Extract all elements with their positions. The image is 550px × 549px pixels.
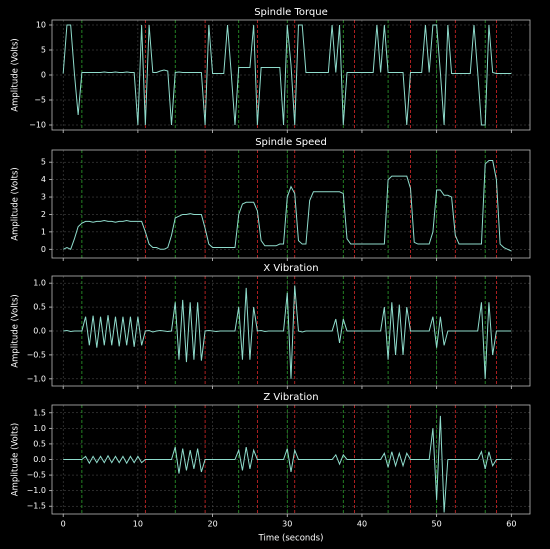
signal-line xyxy=(62,159,512,252)
axes-frame xyxy=(51,404,531,515)
panel-title: Spindle Speed xyxy=(255,137,327,148)
y-tick-label: 3 xyxy=(41,193,46,202)
x-axis-label: Time (seconds) xyxy=(258,534,324,544)
y-tick-label: 2 xyxy=(41,210,46,219)
y-tick-label: −1.0 xyxy=(27,486,46,495)
x-tick-label: 60 xyxy=(506,520,516,529)
y-tick-label: −1.0 xyxy=(27,374,46,383)
y-axis-label: Amplitude (Volts) xyxy=(11,294,21,367)
signal-line xyxy=(63,285,512,379)
x-tick-label: 20 xyxy=(207,520,217,529)
y-tick-label: 0.5 xyxy=(33,303,46,312)
axes-frame xyxy=(51,275,531,387)
y-tick-label: −0.5 xyxy=(27,471,46,480)
y-tick-label: 4 xyxy=(41,175,46,184)
y-tick-label: 0 xyxy=(41,245,46,254)
y-tick-label: −0.5 xyxy=(27,350,46,359)
x-tick-label: 0 xyxy=(61,520,66,529)
y-tick-label: 1 xyxy=(41,227,46,236)
y-tick-label: 10 xyxy=(36,21,46,30)
x-tick-label: 10 xyxy=(133,520,143,529)
y-axis-label: Amplitude (Volts) xyxy=(11,423,21,496)
panel-title: Z Vibration xyxy=(263,392,318,403)
y-tick-label: 5 xyxy=(41,158,46,167)
y-tick-label: −5 xyxy=(34,96,46,105)
panel-title: X Vibration xyxy=(263,263,318,274)
x-tick-label: 40 xyxy=(357,520,367,529)
y-tick-label: −10 xyxy=(29,121,46,130)
y-tick-label: −1.5 xyxy=(27,502,46,511)
y-tick-label: 0.5 xyxy=(33,439,46,448)
y-tick-label: 1.0 xyxy=(33,424,46,433)
x-tick-label: 50 xyxy=(432,520,442,529)
y-tick-label: 0.0 xyxy=(33,327,46,336)
axes-frame xyxy=(51,19,531,131)
y-tick-label: 0 xyxy=(41,71,46,80)
axes-frame xyxy=(51,149,531,259)
y-tick-label: 1.5 xyxy=(33,408,46,417)
x-tick-label: 30 xyxy=(282,520,292,529)
signal-line xyxy=(62,24,512,126)
y-tick-label: 0.0 xyxy=(33,455,46,464)
signal-line xyxy=(63,415,512,513)
y-axis-label: Amplitude (Volts) xyxy=(11,167,21,240)
panel-title: Spindle Torque xyxy=(254,7,328,18)
y-tick-label: 1.0 xyxy=(33,279,46,288)
y-tick-label: 5 xyxy=(41,46,46,55)
y-axis-label: Amplitude (Volts) xyxy=(11,38,21,111)
